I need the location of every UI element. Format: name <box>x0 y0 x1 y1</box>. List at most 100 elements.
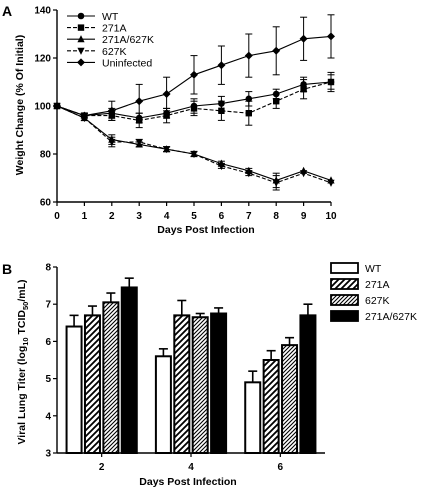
legend-swatch <box>330 294 359 306</box>
y-tick-label: 8 <box>45 263 51 274</box>
data-point <box>245 110 252 117</box>
bar-wt-day-2 <box>65 314 83 454</box>
data-point <box>190 150 198 159</box>
legend-marker <box>77 12 85 20</box>
data-point <box>163 112 170 119</box>
bar <box>299 314 317 454</box>
data-point <box>135 138 143 147</box>
bar-627k-day-6 <box>281 336 299 454</box>
legend-swatch <box>330 278 359 290</box>
x-tick-label: 10 <box>325 211 337 222</box>
titer-chart-legend: WT 271A 627K 271A/627K <box>330 262 417 323</box>
y-title-subscript: 10 <box>21 337 30 345</box>
x-tick-label: 2 <box>99 462 105 473</box>
legend-item: 271A <box>330 278 390 291</box>
data-point <box>53 102 61 110</box>
viral-titer-chart: B 3 4 5 6 7 8 2 4 6 WT 271A 627K 271A/627K Days Pos… <box>2 261 417 488</box>
x-tick-label: 7 <box>246 211 252 222</box>
legend-label: 271A <box>365 279 390 291</box>
legend-item: WT <box>330 262 382 275</box>
legend-item: 271A <box>67 23 127 35</box>
y-tick-label: 6 <box>45 337 51 348</box>
legend-item: 271A/627K <box>67 34 154 46</box>
x-tick-label: 0 <box>54 211 60 222</box>
y-title-text: /mL) <box>16 279 28 301</box>
y-tick-label: 7 <box>45 300 51 311</box>
data-point <box>327 179 335 187</box>
bar-271a-627k-day-6 <box>299 303 317 454</box>
bar <box>210 312 228 454</box>
bar <box>120 286 138 454</box>
legend-item: 627K <box>330 294 390 307</box>
data-point <box>245 170 253 178</box>
data-point <box>300 170 308 178</box>
titer-chart-axes: 3 4 5 6 7 8 2 4 6 <box>45 263 325 473</box>
legend-label: 271A <box>102 23 127 35</box>
data-point <box>163 146 171 154</box>
bar-627k-day-4 <box>191 312 209 454</box>
legend-label: 271A/627K <box>102 34 154 46</box>
legend-label: WT <box>365 263 382 275</box>
bar <box>244 381 262 455</box>
legend-marker <box>77 24 85 31</box>
legend-swatch <box>330 310 359 322</box>
legend-marker <box>77 58 85 67</box>
bar <box>65 325 83 454</box>
x-tick-label: 9 <box>301 211 307 222</box>
legend-marker <box>77 47 85 55</box>
data-point <box>273 98 280 105</box>
y-tick-label: 80 <box>40 150 52 161</box>
weight-change-chart: A 60 80 100 120 140 0 1 2 3 4 5 6 7 8 9 10 WT271A271A/6… <box>2 3 337 236</box>
data-point <box>299 34 308 43</box>
data-point <box>217 61 226 70</box>
x-tick-label: 5 <box>191 211 197 222</box>
bar <box>154 355 172 454</box>
bar <box>191 316 209 454</box>
data-point <box>245 95 253 103</box>
legend-label: 627K <box>365 295 390 307</box>
y-tick-label: 120 <box>34 54 51 65</box>
x-tick-label: 4 <box>164 211 170 222</box>
data-point <box>300 86 307 93</box>
weight-chart-x-title: Days Post Infection <box>157 224 254 236</box>
bar-271a-day-4 <box>173 299 191 454</box>
bar <box>102 301 120 454</box>
bar <box>262 359 280 454</box>
bar <box>83 314 101 454</box>
legend-item: WT <box>67 11 119 23</box>
weight-chart-axes: 60 80 100 120 140 0 1 2 3 4 5 6 7 8 9 10 <box>34 6 337 223</box>
y-tick-label: 3 <box>45 449 51 460</box>
y-tick-label: 4 <box>45 411 51 422</box>
legend-swatch <box>330 262 359 274</box>
weight-chart-series <box>53 14 335 191</box>
panel-b-label: B <box>2 261 12 277</box>
data-point <box>190 70 198 79</box>
titer-chart-x-title: Days Post Infection <box>139 476 236 488</box>
weight-chart-y-title: Weight Change (% Of Initial) <box>14 35 26 175</box>
bar-627k-day-2 <box>102 292 120 454</box>
data-point <box>136 117 143 124</box>
data-point <box>190 105 198 112</box>
y-title-subscript: 50 <box>21 302 30 310</box>
data-point <box>244 51 253 60</box>
y-tick-label: 60 <box>40 198 52 209</box>
bar-271a-day-2 <box>83 305 101 454</box>
x-tick-label: 4 <box>188 462 194 473</box>
series-line <box>56 105 332 184</box>
data-point <box>272 46 281 55</box>
data-point <box>80 111 89 120</box>
y-title-text: Viral Lung Titer (log <box>16 346 28 445</box>
series-uninfected <box>53 14 335 121</box>
data-point <box>162 90 171 98</box>
y-tick-label: 140 <box>34 6 51 17</box>
legend-label: WT <box>102 11 119 23</box>
data-point <box>327 32 335 41</box>
x-tick-label: 8 <box>273 211 279 222</box>
legend-label: Uninfected <box>102 57 152 69</box>
data-point <box>272 179 280 187</box>
legend-item: Uninfected <box>67 57 152 69</box>
bar-271a-627k-day-2 <box>120 277 138 454</box>
legend-label: 271A/627K <box>365 311 417 323</box>
